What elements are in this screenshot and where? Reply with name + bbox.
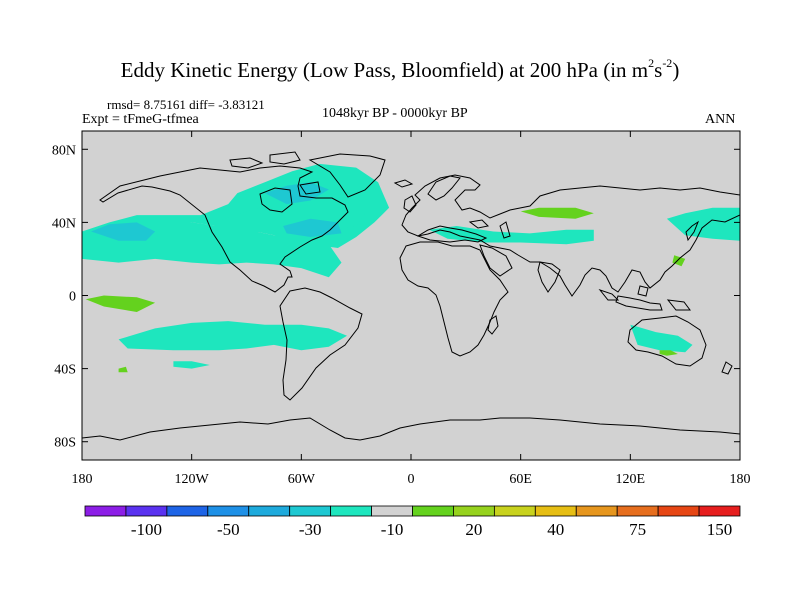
coastline-iceland [393,179,414,188]
title-unit-s: s [654,58,663,82]
x-tick-label-4: 60E [509,472,532,487]
colorbar-swatch-9 [453,505,495,517]
coastline-south-america [279,287,363,401]
colorbar-label-5: 40 [547,520,564,539]
chart-title: Eddy Kinetic Energy (Low Pass, Bloomfiel… [0,56,800,83]
season-label: ANN [705,112,736,127]
y-tick-label-4: 80S [54,436,76,451]
colorbar-swatch-6 [330,505,372,517]
coastline-arabia [479,244,513,277]
y-tick-label-1: 40N [52,216,76,231]
colorbar-swatch-7 [371,505,413,517]
colorbar-swatch-0 [84,505,127,517]
colorbar-swatch-8 [412,505,454,517]
region-12-cat-20 [520,207,594,219]
region-15-cat-20 [118,366,128,373]
coastline-mediterranean [416,225,488,243]
y-tick-label-3: 40S [54,363,76,378]
colorbar-swatch-10 [493,505,536,517]
x-tick-label-6: 180 [730,472,751,487]
coastline-new-zealand [721,361,733,375]
colorbar-swatch-3 [207,505,250,517]
experiment-label: Expt = tFmeG-tfmea [82,112,199,127]
y-tick-label-0: 80N [52,143,76,158]
coastline-scandinavia [427,175,461,201]
region-4-cat--10 [666,207,740,241]
x-tick-label-2: 60W [288,472,316,487]
colorbar-label-3: -10 [381,520,404,539]
colorbar-swatch-4 [248,505,291,517]
x-tick-label-1: 120W [175,472,210,487]
colorbar-swatch-13 [616,505,659,517]
y-tick-label-2: 0 [69,290,76,305]
coastline-madagascar [487,315,499,335]
colorbar-label-1: -50 [217,520,240,539]
region-6-cat--10 [630,324,693,353]
period-label: 1048kyr BP - 0000kyr BP [322,106,468,121]
coastline-japan [685,220,700,242]
coastline-africa [399,241,509,357]
coastline-eurasia [401,174,740,297]
region-3-cat--10 [118,321,347,351]
x-tick-label-5: 120E [616,472,646,487]
coastline-black-caspian [468,219,511,239]
title-superscript-neg2: -2 [662,56,673,70]
colorbar-swatch-1 [125,505,168,517]
coastline-india [537,261,561,293]
region-8-cat--30 [91,222,156,241]
colorbar-label-6: 75 [629,520,646,539]
x-tick-label-3: 0 [408,472,415,487]
title-close: ) [672,58,680,82]
region-13-cat-20 [672,255,686,267]
region-11-cat-20 [85,295,156,312]
region-7-cat--10 [173,361,210,369]
coastlines [82,151,740,441]
stats-text: rmsd= 8.75161 diff= -3.83121 [107,97,265,112]
region-9-cat--30 [264,182,329,205]
colorbar-swatch-5 [289,505,332,517]
title-main: Eddy Kinetic Energy (Low Pass, Bloomfiel… [120,58,649,82]
colorbar-label-7: 150 [707,520,733,539]
x-axis: 180 120W 60W 0 60E 120E 180 [72,131,751,487]
colorbar-label-0: -100 [131,520,162,539]
x-tick-label-0: 180 [72,472,93,487]
map-background [82,131,740,460]
coastline-greenland [308,153,386,198]
coastline-australia [627,315,707,367]
region-14-cat-20 [659,350,678,356]
colorbar-swatch-11 [534,505,577,517]
coastline-indonesia [598,285,691,311]
coastline-hudson-bay [259,187,293,213]
coastline-antarctica [82,417,740,441]
coastline-north-america [99,165,349,293]
title-superscript-2: 2 [648,56,655,70]
colorbar-swatch-14 [657,505,700,517]
colorbar-swatch-2 [166,505,209,517]
colorbar-swatch-15 [698,505,741,517]
colorbar: -100 -50 -30 -10 20 40 75 150 [84,505,741,539]
colorbar-label-4: 20 [465,520,482,539]
y-axis: 80N 40N 0 40S 80S [52,143,740,451]
field-regions [82,163,740,373]
region-5-cat--10 [429,226,594,245]
coastline-canadian-islands [229,151,321,195]
colorbar-swatch-12 [575,505,618,517]
coastline-uk [403,195,417,213]
colorbar-label-2: -30 [299,520,322,539]
